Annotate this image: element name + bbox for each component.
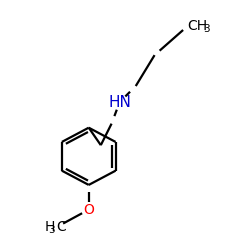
Text: HN: HN	[108, 95, 131, 110]
Text: O: O	[83, 203, 94, 217]
Text: 3: 3	[48, 225, 55, 235]
Text: CH: CH	[187, 18, 207, 32]
Text: C: C	[57, 220, 66, 234]
Text: 3: 3	[204, 24, 210, 34]
Text: H: H	[45, 220, 55, 234]
